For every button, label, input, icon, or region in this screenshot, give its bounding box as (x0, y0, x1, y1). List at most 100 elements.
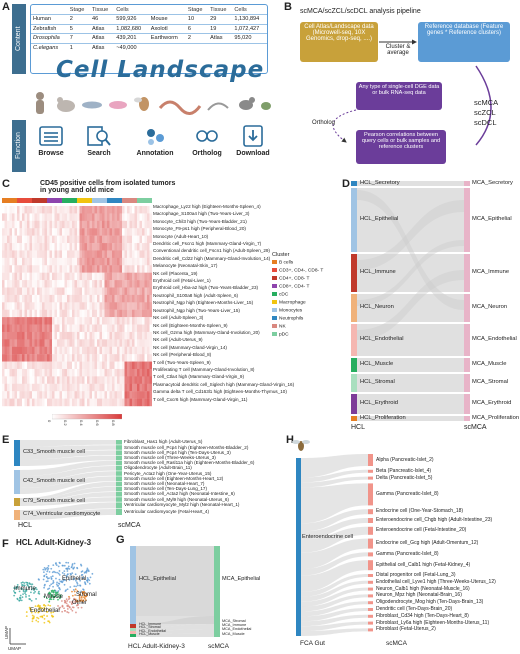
heatmap-cell (102, 287, 105, 296)
heatmap-cell (149, 398, 152, 407)
cluster-color-strip (24, 198, 28, 203)
legend-label: Neutrophils (279, 316, 304, 322)
heatmap-cell (114, 294, 118, 303)
heatmap-cell (114, 346, 118, 355)
sankey-h-right-label: Delta (Pancreatic-Islet_5) (376, 474, 433, 481)
heatmap-cell (67, 220, 70, 229)
heatmap-cell (34, 317, 38, 325)
heatmap-cell (82, 206, 85, 214)
heatmap-cell (47, 213, 50, 222)
heatmap-cell (147, 294, 150, 303)
heatmap-cell (87, 228, 90, 236)
heatmap-cell (102, 228, 105, 236)
umap-point (62, 578, 65, 581)
heatmap-cell (94, 250, 98, 259)
heatmap-cell (119, 294, 123, 303)
heatmap-cell (149, 361, 152, 370)
heatmap-cell (14, 220, 18, 229)
heatmap-cell (147, 346, 150, 355)
heatmap-cell (67, 250, 70, 259)
heatmap-cell (2, 309, 5, 318)
heatmap-cell (124, 272, 128, 281)
sankey-e-right-node (116, 455, 122, 461)
ortholog-function[interactable]: Ortholog (184, 125, 230, 157)
heatmap-cell (57, 309, 60, 318)
heatmap-cell (64, 346, 68, 355)
heatmap-cell (137, 376, 140, 384)
heatmap-cell (122, 220, 125, 229)
legend-label: CD8+, CD4- T (279, 284, 310, 290)
heatmap-cell (134, 272, 138, 281)
umap-point (76, 590, 79, 592)
sankey-g-left-label: HCL_Immune (139, 622, 162, 626)
heatmap-cell (12, 346, 15, 355)
heatmap-cell (2, 317, 5, 325)
heatmap-cell (17, 235, 20, 244)
cluster-color-strip (142, 198, 145, 203)
heatmap-cell (39, 398, 43, 407)
heatmap-cell (17, 213, 20, 222)
umap-point (73, 585, 76, 588)
heatmap-cell (114, 317, 118, 325)
heatmap-cell (24, 294, 28, 303)
table-cell: 7 (67, 33, 91, 43)
heatmap-cell (69, 368, 73, 377)
heatmap-cell (134, 324, 138, 333)
heatmap-cell (144, 309, 148, 318)
download-function[interactable]: Download (230, 125, 276, 157)
heatmap-cell (92, 324, 95, 333)
heatmap-cell (134, 376, 138, 384)
heatmap-cell (49, 376, 53, 384)
heatmap-cell (4, 383, 8, 392)
annotation-function[interactable]: Annotation (132, 125, 178, 157)
heatmap-cell (32, 376, 35, 384)
heatmap-cell (97, 398, 100, 407)
panel-letter-a: A (2, 1, 10, 13)
heatmap-row-label: T cell_Ctla4 high (Mammary-Gland-Virgin_… (153, 374, 244, 380)
browse-function[interactable]: Browse (28, 125, 74, 157)
heatmap-cell (24, 398, 28, 407)
heatmap-cell (124, 294, 128, 303)
cluster-color-strip (62, 198, 65, 203)
heatmap-cell (89, 331, 93, 340)
heatmap-cell (42, 346, 45, 355)
heatmap-cell (9, 257, 13, 266)
heatmap-cell (62, 250, 65, 259)
heatmap-cell (142, 368, 145, 377)
umap-point (43, 595, 46, 598)
heatmap-cell (67, 280, 70, 288)
table-cell (148, 42, 186, 53)
heatmap-cell (62, 391, 65, 399)
heatmap-cell (99, 398, 103, 407)
heatmap-cell (9, 354, 13, 362)
heatmap-cell (7, 265, 10, 273)
heatmap-cell (114, 354, 118, 362)
heatmap-cell (142, 213, 145, 222)
heatmap-cell (82, 368, 85, 377)
cluster-color-strip (29, 198, 33, 203)
heatmap-cell (29, 265, 33, 273)
cluster-color-strip (137, 198, 140, 203)
search-function[interactable]: Search (76, 125, 122, 157)
heatmap-cell (64, 294, 68, 303)
heatmap-cell (44, 220, 48, 229)
heatmap-cell (64, 287, 68, 296)
heatmap-cell (27, 309, 30, 318)
heatmap-cell (74, 213, 78, 222)
heatmap-cell (64, 368, 68, 377)
cluster-color-strip (12, 198, 15, 203)
heatmap-cell (84, 272, 88, 281)
umap-point (66, 608, 69, 610)
cluster-color-strip (37, 198, 40, 203)
heatmap-cell (12, 368, 15, 377)
heatmap-cell (99, 265, 103, 273)
legend-swatch (272, 308, 277, 312)
heatmap-cell (94, 228, 98, 236)
heatmap-cell (2, 213, 5, 222)
sankey-g-right-label: MCA_Stromal (222, 619, 246, 623)
umap-point (55, 562, 57, 564)
heatmap-cell (97, 272, 100, 281)
umap-point (43, 608, 46, 610)
heatmap-cell (39, 228, 43, 236)
heatmap-cell (69, 287, 73, 296)
